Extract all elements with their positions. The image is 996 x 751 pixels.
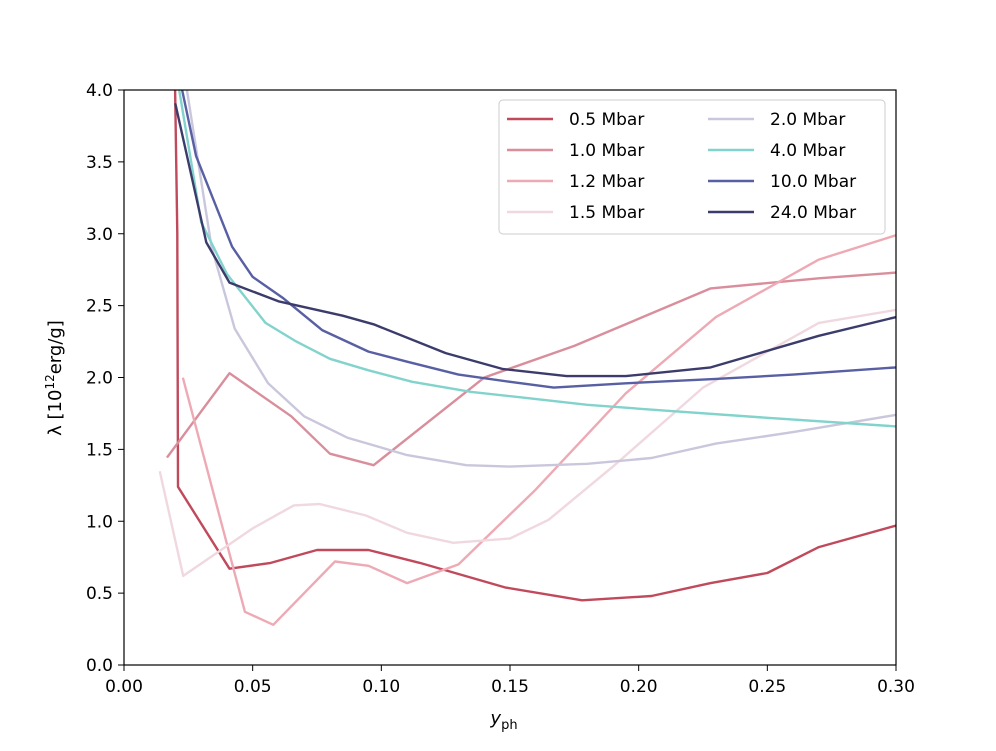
y-tick-label: 1.0 bbox=[86, 512, 113, 532]
y-axis-label-superscript: 12 bbox=[43, 374, 57, 389]
legend-box bbox=[498, 99, 886, 235]
legend-label-2-0-mbar: 2.0 Mbar bbox=[770, 110, 845, 130]
legend-label-4-0-mbar: 4.0 Mbar bbox=[770, 141, 845, 161]
y-tick-label: 0.5 bbox=[86, 584, 113, 604]
x-tick-label: 0.00 bbox=[105, 677, 143, 697]
y-tick-label: 4.0 bbox=[86, 81, 113, 101]
series-line-0-5-mbar bbox=[173, 90, 896, 602]
series-line-1-0-mbar bbox=[166, 271, 896, 467]
legend-label-10-0-mbar: 10.0 Mbar bbox=[770, 172, 856, 192]
series-line-2-0-mbar bbox=[185, 90, 896, 468]
x-tick-label: 0.05 bbox=[234, 677, 272, 697]
series-line-24-0-mbar bbox=[174, 102, 896, 378]
legend: 0.5 Mbar 1.0 Mbar 1.2 Mbar 1.5 Mbar 2.0 Mbar… bbox=[498, 99, 886, 235]
series-layer bbox=[158, 90, 896, 626]
y-axis-label-suffix: erg/g] bbox=[45, 320, 66, 374]
legend-label-1-5-mbar: 1.5 Mbar bbox=[569, 203, 644, 223]
legend-label-1-2-mbar: 1.2 Mbar bbox=[569, 172, 644, 192]
y-tick-label: 3.0 bbox=[86, 225, 113, 245]
y-tick-label: 0.0 bbox=[86, 656, 113, 676]
y-tick-label: 2.5 bbox=[86, 297, 113, 317]
y-axis-label: λ [1012erg/g] bbox=[43, 320, 66, 436]
series-line-1-2-mbar bbox=[181, 233, 896, 626]
series-line-4-0-mbar bbox=[177, 90, 896, 428]
x-axis-label: yph bbox=[489, 708, 517, 733]
y-tick-label: 2.0 bbox=[86, 369, 113, 389]
legend-label-24-0-mbar: 24.0 Mbar bbox=[770, 203, 856, 223]
y-axis: 0.0 0.5 1.0 1.5 2.0 2.5 3.0 3.5 4.0 bbox=[86, 81, 124, 676]
series-line-1-5-mbar bbox=[158, 308, 896, 578]
x-axis: 0.00 0.05 0.10 0.15 0.20 0.25 0.30 bbox=[105, 665, 915, 697]
y-axis-label-prefix: λ [10 bbox=[45, 390, 66, 436]
x-tick-label: 0.10 bbox=[362, 677, 400, 697]
series-line-10-0-mbar bbox=[180, 90, 896, 389]
x-tick-label: 0.25 bbox=[748, 677, 786, 697]
x-tick-label: 0.30 bbox=[877, 677, 915, 697]
x-tick-label: 0.20 bbox=[620, 677, 658, 697]
legend-label-1-0-mbar: 1.0 Mbar bbox=[569, 141, 644, 161]
x-tick-label: 0.15 bbox=[491, 677, 529, 697]
y-tick-label: 3.5 bbox=[86, 153, 113, 173]
x-axis-label-subscript: ph bbox=[501, 718, 518, 733]
legend-label-0-5-mbar: 0.5 Mbar bbox=[569, 110, 644, 130]
y-tick-label: 1.5 bbox=[86, 440, 113, 460]
